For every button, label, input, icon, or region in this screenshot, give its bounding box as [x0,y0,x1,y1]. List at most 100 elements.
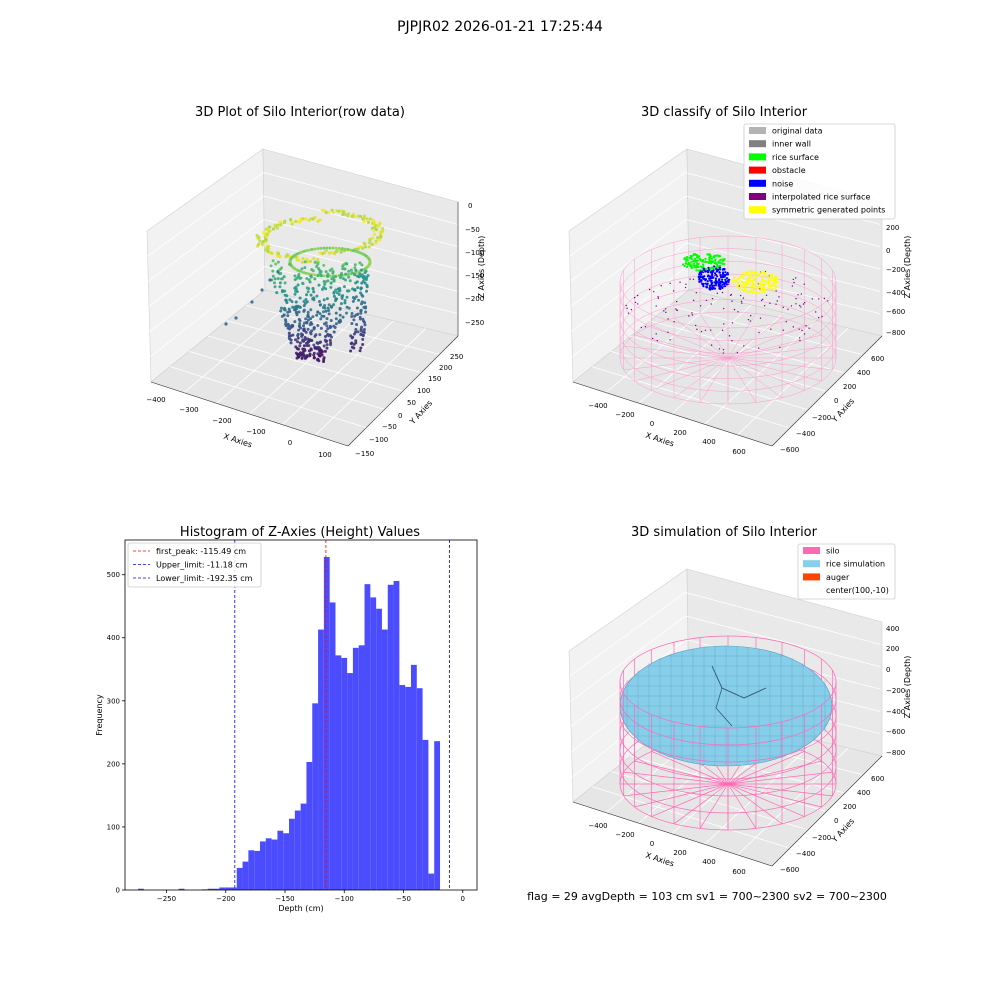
scatter-point [300,250,304,254]
scatter-point [782,306,785,309]
scatter-point [299,276,303,280]
scatter-point [353,288,357,292]
scatter-point [702,285,705,288]
scatter-point [675,308,677,310]
scatter-point [763,271,766,275]
scatter-point [359,333,363,337]
scatter-point [332,294,336,298]
simulation-x-tick: −400 [588,822,607,830]
scatter-point [361,246,365,250]
histogram-reference-lines [234,540,450,890]
scatter-point [758,282,761,285]
scatter-point [770,328,772,330]
scatter-point [315,294,319,298]
scatter-point [312,290,316,294]
grid-line [685,195,881,248]
scatter-point [309,308,313,312]
simulation-y-tick: 200 [843,803,856,811]
scatter-point [701,266,704,269]
scatter-point [334,311,338,315]
scatter-point [297,273,301,277]
silo-spoke [651,325,729,359]
scatter-point [692,253,695,256]
scatter-point [768,284,771,288]
histogram-bar [294,810,301,890]
scatter-point [715,254,719,257]
scatter-point [264,240,268,244]
scatter-point [271,227,275,231]
raw-z-tick: −250 [465,319,484,327]
scatter-point [305,293,309,297]
scatter-point [727,278,730,281]
silo-spoke [727,345,833,359]
scatter-point [706,283,709,286]
scatter-point [731,322,734,324]
scatter-point [332,303,336,307]
scatter-point [328,274,332,278]
classify-x-tick: 600 [732,448,745,456]
scatter-point [353,266,357,270]
scatter-point [296,283,300,287]
y-tick-label: 200 [107,760,120,768]
scatter-point [325,317,329,321]
scatter-point [349,334,353,338]
scatter-point [352,342,356,346]
scatter-point [717,261,720,264]
raw-y-tick: −150 [355,450,374,458]
scatter-point [733,308,736,311]
scatter-point [669,339,671,341]
scatter-point [312,343,316,347]
scatter-point [761,275,764,278]
x-tick-label: −250 [157,895,176,903]
scatter-point [751,290,754,294]
simulation-y-ticks: −600 −400 −200 0 200 400 600 [780,775,884,874]
scatter-point [709,277,712,280]
raw-y-tick: 100 [417,387,430,395]
scatter-point [707,268,711,272]
scatter-point [297,310,301,314]
classify-x-tick: −400 [588,402,607,410]
scatter-point [306,327,310,331]
scatter-point [769,302,771,304]
scatter-point [357,298,361,302]
scatter-point [298,296,302,300]
scatter-point [305,286,309,290]
scatter-point [319,326,323,330]
scatter-point [351,295,355,299]
scatter-point [827,300,829,302]
histogram-subplot: Histogram of Z-Axies (Height) Values −25… [95,525,478,913]
raw-y-tick: −100 [369,436,388,444]
scatter-point [331,210,335,215]
scatter-point [358,214,363,219]
scatter-point [374,228,378,232]
grid-line [314,328,427,436]
scatter-point [694,266,697,269]
scatter-point [700,330,703,333]
raw-z-tick: 0 [468,202,472,210]
histogram-axes-frame [124,539,478,891]
scatter-point [345,262,349,266]
scatter-point [771,276,774,280]
scatter-point [282,275,286,279]
scatter-point [768,287,772,291]
classify-y-tick: −600 [780,446,799,454]
scatter-point [349,349,353,353]
scatter-point [726,273,730,276]
scatter-point [379,235,383,239]
scatter-point [742,281,745,284]
scatter-point [665,311,667,314]
scatter-point [749,274,752,277]
scatter-point [683,264,686,267]
histogram-x-ticks: −250 −200 −150 −100 −50 0 [157,890,465,903]
scatter-point [752,278,755,281]
scatter-point [665,308,667,310]
scatter-point [273,277,277,281]
scatter-point [323,282,327,286]
scatter-point [684,286,687,289]
scatter-point [319,274,323,278]
scatter-point [706,280,709,283]
scatter-point [328,246,332,250]
scatter-point [326,272,330,276]
scatter-point [296,336,300,340]
classify-subplot: 3D classify of Silo Interior −400 −200 0… [568,105,912,456]
